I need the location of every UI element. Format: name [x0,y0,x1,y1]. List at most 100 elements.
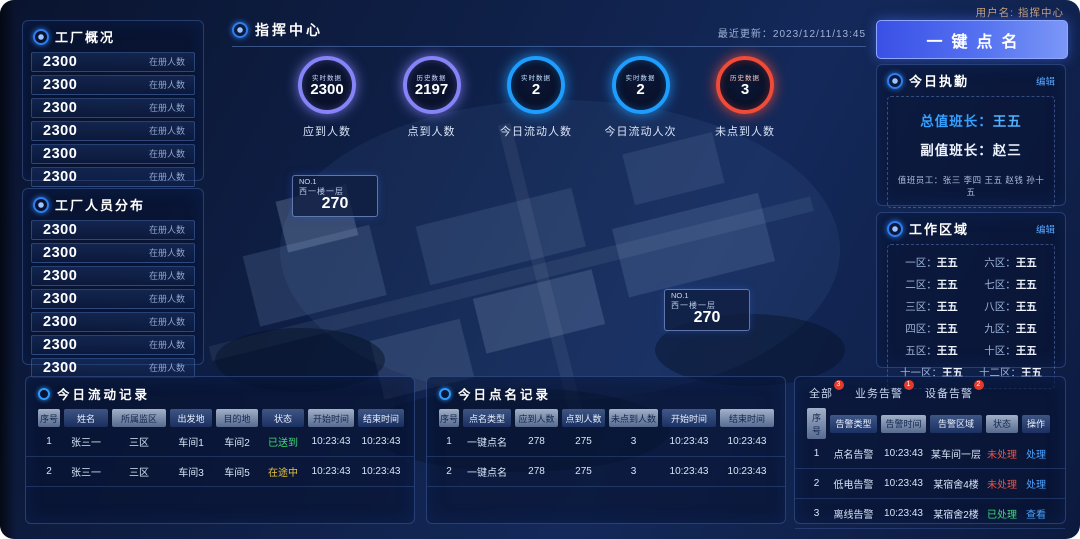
area-person: 王五 [1015,323,1037,335]
alarm-tab-label: 全部 [809,388,833,400]
table-row: 2 张三一 三区 车间3 车间5 在途中 10:23:43 10:23:43 [26,457,414,487]
donut-icon [38,387,50,400]
metric-value: 2300 [43,313,78,330]
table-row: 1 张三一 三区 车间1 车间2 已送到 10:23:43 10:23:43 [26,427,414,457]
area-zone: 十区： [984,345,1016,357]
work-area-item: 十区：王五 [971,343,1050,358]
metric-value: 2300 [43,221,78,238]
cell-alarm-area: 某车间一层 [931,450,981,461]
panel-circle-icon [33,28,49,45]
stat-tag: 历史数据 [416,74,447,82]
work-areas-title: 工作区域 [909,222,970,237]
cell-no: 1 [446,436,452,447]
alarm-action-link[interactable]: 查看 [1026,510,1046,521]
column-header: 开始时间 [662,409,716,427]
rollcall-records-panel: 今日点名记录 序号 点名类型 应到人数 点到人数 未点到人数 开始时间 结束时间 1 一键点… [426,376,786,524]
work-area-item: 八区：王五 [971,299,1050,314]
alarm-action-link[interactable]: 处理 [1026,480,1046,491]
cell-missed: 3 [630,436,637,447]
stat-label: 今日流动人次 [604,126,677,138]
stat-value: 2 [531,80,541,98]
metric-row: 2300 在册人数 [31,97,195,118]
column-header: 出发地 [170,409,212,427]
cell-alarm-type: 点名告警 [833,450,874,461]
map-marker-1[interactable]: NO.1 西一楼一层 270 [292,175,378,217]
work-area-item: 九区：王五 [971,321,1050,336]
cell-counted: 275 [575,436,592,447]
marker-count: 270 [693,308,721,326]
stat-circle: 历史数据 2197 点到人数 [383,56,481,139]
column-header: 告警区域 [930,414,982,433]
work-areas-header: 工作区域 编辑 [877,213,1065,241]
stat-circles: 实时数据 2300 应到人数 历史数据 2197 点到人数 实时数据 2 今日流… [278,56,794,139]
metric-label: 在册人数 [148,103,185,114]
user-label: 用户名: 指挥中心 [975,7,1064,19]
metric-value: 2300 [43,290,78,307]
rollcall-records-title: 今日点名记录 [458,388,552,402]
map-marker-2[interactable]: NO.1 西一楼一层 270 [664,289,750,331]
alarms-thead: 序号 告警类型 告警时间 告警区域 状态 操作 [795,408,1065,439]
deputy-duty-line: 副值班长：赵三 [894,139,1048,159]
cell-status: 已送到 [268,438,298,449]
metric-value: 2300 [43,244,78,261]
work-area-item: 二区：王五 [892,277,971,292]
cell-counted: 275 [575,466,592,477]
area-zone: 四区： [905,323,937,335]
area-person: 王五 [1015,257,1037,269]
factory-overview-panel: 工厂概况 2300 在册人数 2300 在册人数 2300 在册人数 [22,20,204,187]
today-duty-panel: 今日执勤 编辑 总值班长：王五 副值班长：赵三 值班员工：张三 李四 王五 赵钱… [876,64,1066,208]
alarm-action-link[interactable]: 处理 [1026,450,1046,461]
metric-row: 2300 在册人数 [31,265,195,286]
work-areas-panel: 工作区域 编辑 一区：王五 六区：王五 二区：王五 七区：王五 [876,212,1066,389]
cell-missed: 3 [630,466,637,477]
cell-alarm-status: 已处理 [987,510,1017,521]
metric-label: 在册人数 [148,126,185,137]
column-header: 状态 [986,414,1018,433]
command-center-header: 指挥中心 最近更新：2023/12/11/13:45 [232,20,866,47]
command-center-title: 指挥中心 [255,22,323,38]
alarm-tab[interactable]: 全部 3 [809,380,844,401]
marker-place: 西一楼一层 [671,300,716,310]
cell-no: 1 [813,448,820,459]
column-header: 目的地 [216,409,258,427]
metric-row: 2300 在册人数 [31,120,195,141]
cell-from: 车间3 [178,468,204,479]
stat-tag: 实时数据 [521,74,551,82]
area-zone: 二区： [905,279,937,291]
column-header: 操作 [1022,414,1050,433]
deputy-name: 赵三 [992,143,1022,158]
metric-row: 2300 在册人数 [31,288,195,309]
cell-no: 3 [813,508,820,519]
metric-row: 2300 在册人数 [31,74,195,95]
one-click-rollcall-button[interactable]: 一键点名 [876,20,1068,59]
factory-overview-header: 工厂概况 [23,21,203,49]
table-row: 2 一键点名 278 275 3 10:23:43 10:23:43 [427,457,785,487]
metric-label: 在册人数 [148,271,185,282]
alarm-tabs: 全部 3 业务告警 1 设备告警 2 [795,377,1065,406]
areas-edit-button[interactable]: 编辑 [1035,224,1055,236]
alarm-badge: 2 [974,380,984,390]
column-header: 未点到人数 [609,409,658,427]
duty-edit-button[interactable]: 编辑 [1035,76,1055,88]
alarm-tab[interactable]: 设备告警 2 [925,380,984,401]
column-header: 点名类型 [463,409,511,427]
stat-ring: 历史数据 3 [716,56,774,114]
stat-tag: 实时数据 [625,74,656,82]
metric-row: 2300 在册人数 [31,357,195,378]
factory-overview-rows: 2300 在册人数 2300 在册人数 2300 在册人数 2300 在册人数 [23,51,203,187]
area-person: 王五 [936,323,958,335]
alarms-tbody: 1 点名告警 10:23:43 某车间一层 未处理 处理 2 低电告警 10:2… [795,439,1065,529]
metric-label: 在册人数 [148,57,185,68]
stat-circle: 实时数据 2 今日流动人数 [487,56,585,139]
column-header: 结束时间 [358,409,404,427]
alarm-tab[interactable]: 业务告警 1 [855,380,914,401]
column-header: 开始时间 [308,409,354,427]
area-person: 王五 [936,345,958,357]
cell-start-time: 10:23:43 [311,436,351,447]
cell-expected: 278 [528,436,545,447]
area-person: 王五 [1015,345,1037,357]
stat-circle: 实时数据 2300 应到人数 [278,56,376,139]
duty-box: 总值班长：王五 副值班长：赵三 值班员工：张三 李四 王五 赵钱 孙十五 [887,96,1055,208]
left-edge-shade [0,0,16,539]
stat-ring: 实时数据 2 [507,56,565,114]
